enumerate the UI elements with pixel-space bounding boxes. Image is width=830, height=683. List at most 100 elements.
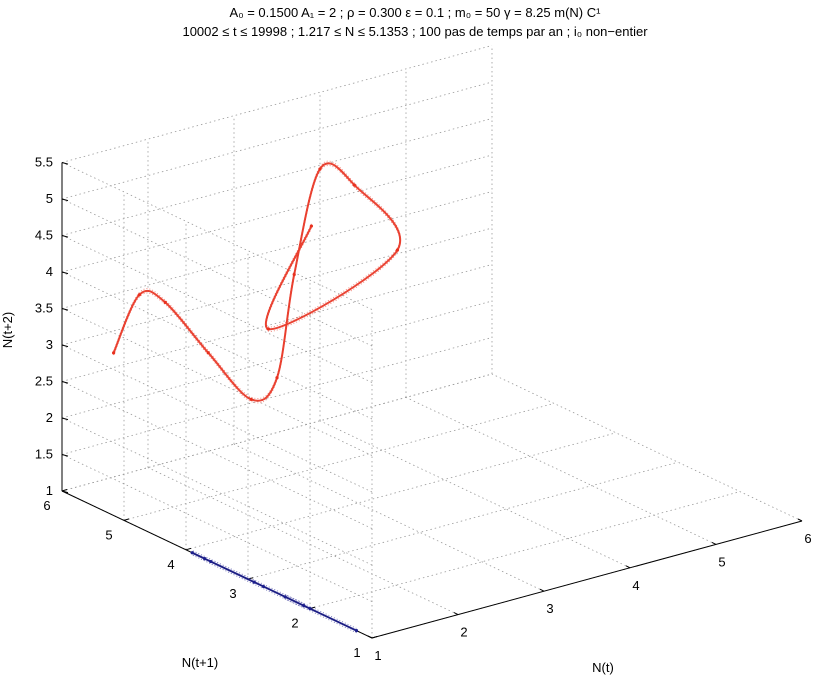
- x-tick: [711, 541, 717, 545]
- chart-title-line-2: 10002 ≤ t ≤ 19998 ; 1.217 ≤ N ≤ 5.1353 ;…: [182, 24, 648, 39]
- y-tick: [185, 547, 192, 551]
- series-1-point: [309, 224, 313, 228]
- x-tick: [625, 565, 631, 569]
- back-wall-grid-z: [61, 45, 493, 163]
- series-2-point: [308, 607, 312, 611]
- x-axis-line: [371, 520, 803, 639]
- back-wall-grid-z: [61, 154, 493, 273]
- x-tick-label: 3: [546, 601, 553, 616]
- y-tick-label: 6: [43, 498, 50, 513]
- series-2-point: [209, 559, 213, 564]
- series-1-point: [249, 397, 253, 401]
- series-1-point: [318, 167, 322, 171]
- floor-grid-x: [405, 397, 717, 545]
- x-tick-label: 1: [374, 648, 381, 663]
- z-tick: [61, 417, 69, 421]
- series-1-point: [395, 248, 399, 252]
- series-1-point: [292, 272, 296, 277]
- y-tick: [371, 636, 378, 639]
- y-tick-label: 3: [229, 586, 236, 601]
- y-tick: [123, 518, 130, 521]
- z-tick-label: 3: [46, 337, 53, 352]
- left-wall-grid-z: [61, 454, 373, 602]
- z-tick-label: 2: [46, 410, 53, 425]
- floor-grid-y: [123, 403, 555, 521]
- series-1-point: [112, 351, 116, 355]
- x-tick-label: 4: [632, 578, 639, 593]
- floor-grid-x: [491, 373, 803, 522]
- left-wall-grid-z: [61, 271, 373, 420]
- z-tick: [61, 235, 69, 238]
- z-tick-label: 1: [46, 483, 53, 498]
- z-tick: [61, 162, 69, 165]
- y-tick-label: 5: [105, 527, 112, 542]
- x-tick: [539, 588, 545, 592]
- z-tick: [61, 198, 69, 202]
- z-tick-label: 4: [46, 264, 53, 279]
- z-tick: [61, 381, 69, 384]
- series-2-trajectory: [191, 554, 357, 634]
- series-1-point: [163, 300, 167, 304]
- z-tick-label: 2.5: [35, 374, 53, 389]
- z-tick-label: 5.5: [35, 155, 53, 170]
- series-2-point: [252, 580, 256, 584]
- floor-grid-x: [319, 420, 631, 569]
- series-1-trajectory: [113, 160, 401, 399]
- back-wall-grid-z: [61, 264, 493, 382]
- floor-grid-x: [147, 467, 459, 615]
- left-wall-grid-z: [61, 381, 373, 529]
- z-tick-label: 5: [46, 191, 53, 206]
- z-tick-label: 3.5: [35, 301, 53, 316]
- z-axis-label: N(t+2): [0, 312, 15, 348]
- chart-title-line-1: A₀ = 0.1500 A₁ = 2 ; ρ = 0.300 ε = 0.1 ;…: [230, 5, 602, 20]
- series-2-point: [203, 557, 207, 561]
- series-1-point: [137, 293, 141, 297]
- floor-grid-x: [233, 443, 545, 592]
- x-tick: [797, 518, 803, 522]
- series-2-trajectory: [191, 549, 357, 629]
- left-wall-grid-z: [61, 344, 373, 493]
- z-tick-label: 1.5: [35, 447, 53, 462]
- series-1-point: [206, 351, 210, 355]
- x-axis-label: N(t): [592, 660, 614, 675]
- floor-grid-y: [309, 491, 741, 609]
- series-2-point: [302, 604, 306, 608]
- x-tick-label: 6: [804, 531, 811, 546]
- series-2-point: [283, 595, 287, 599]
- series-2-point: [354, 629, 359, 633]
- left-wall-grid-z: [61, 235, 373, 383]
- left-wall-grid-z: [61, 308, 373, 456]
- series-1-point: [266, 327, 270, 331]
- series-2-point: [190, 551, 194, 555]
- x-tick-label: 5: [718, 554, 725, 569]
- series-2-trajectory: [191, 551, 357, 632]
- x-tick: [453, 612, 459, 616]
- x-tick-label: 2: [460, 625, 467, 640]
- back-wall-grid-z: [61, 337, 493, 455]
- floor-grid-y: [247, 461, 679, 580]
- left-wall-grid-z: [61, 417, 373, 566]
- y-tick-label: 1: [353, 645, 360, 660]
- y-tick-label: 4: [167, 557, 174, 572]
- y-tick-label: 2: [291, 616, 298, 631]
- z-tick: [61, 308, 69, 311]
- z-tick: [61, 344, 69, 348]
- z-tick: [61, 490, 69, 494]
- floor-grid-y: [185, 432, 617, 551]
- back-wall-grid-z: [61, 373, 493, 492]
- left-wall-grid-z: [61, 162, 373, 310]
- z-tick-label: 4.5: [35, 228, 53, 243]
- grid-lines: [61, 45, 803, 639]
- y-axis-label: N(t+1): [182, 655, 218, 670]
- z-tick: [61, 271, 69, 275]
- series-2-point: [261, 584, 266, 589]
- left-wall-grid-z: [61, 198, 373, 347]
- back-wall-grid-z: [61, 118, 493, 236]
- series-1-trajectory: [112, 162, 402, 402]
- data-series: [112, 160, 402, 634]
- series-1-point: [275, 376, 279, 380]
- back-wall-grid-z: [61, 81, 493, 200]
- z-tick: [61, 454, 69, 457]
